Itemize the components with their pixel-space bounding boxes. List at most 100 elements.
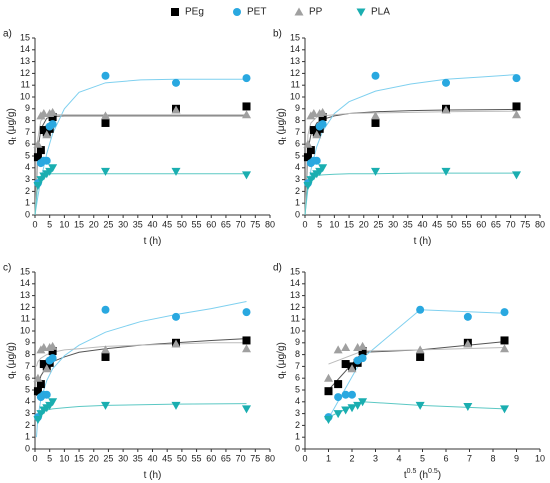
point: [101, 111, 110, 120]
y-tick-label: 11: [21, 314, 30, 324]
point: [101, 167, 110, 176]
point: [358, 354, 367, 363]
x-axis-label: t (h): [144, 236, 162, 247]
point: [347, 404, 357, 413]
point: [101, 345, 110, 354]
x-tick-label: 65: [491, 219, 501, 229]
x-tick-label: 35: [133, 453, 143, 463]
point: [348, 390, 356, 399]
y-tick-label: 15: [20, 32, 30, 42]
x-tick-label: 10: [535, 453, 545, 463]
point: [463, 403, 473, 412]
fit-line: [35, 338, 247, 396]
fit-line: [328, 341, 505, 391]
x-tick-label: 20: [89, 219, 99, 229]
y-tick-label: 8: [25, 349, 30, 359]
x-tick-label: 40: [147, 453, 157, 463]
x-tick-label: 80: [535, 219, 545, 229]
x-tick-label: 70: [506, 219, 516, 229]
x-tick-label: 40: [417, 219, 427, 229]
y-tick-label: 1: [25, 432, 30, 442]
x-tick-label: 30: [388, 219, 398, 229]
fit-line: [328, 309, 505, 419]
point: [341, 390, 350, 399]
point: [358, 341, 368, 350]
legend-label: PP: [309, 7, 323, 18]
point: [42, 156, 51, 165]
label-part: q: [276, 139, 287, 145]
y-tick-label: 10: [290, 325, 300, 335]
point: [512, 74, 521, 83]
point: [48, 113, 57, 122]
label-part: q: [276, 373, 287, 379]
y-tick-label: 5: [295, 384, 300, 394]
point: [303, 182, 313, 190]
x-tick-label: 0: [302, 453, 307, 463]
y-tick-label: 12: [290, 68, 300, 78]
y-axis-label: qt (μg/g): [276, 342, 289, 379]
y-tick-label: 14: [20, 44, 30, 54]
point: [371, 71, 380, 80]
x-tick-label: 15: [74, 453, 84, 463]
y-tick-label: 6: [295, 139, 300, 149]
point: [39, 109, 49, 118]
y-axis-label: qt (μg/g): [276, 108, 289, 145]
point: [334, 380, 343, 389]
x-tick-label: 50: [447, 219, 457, 229]
label-part: t (h): [414, 236, 432, 247]
fit-line: [36, 403, 247, 420]
point: [463, 312, 472, 321]
y-tick-label: 10: [290, 91, 300, 101]
point: [101, 352, 110, 361]
point: [171, 401, 181, 410]
x-tick-label: 5: [317, 219, 322, 229]
label-part: t: [281, 137, 288, 139]
x-tick-label: 2: [349, 453, 354, 463]
y-tick-label: 8: [295, 349, 300, 359]
y-tick-label: 0: [25, 443, 30, 453]
x-tick-label: 0: [302, 219, 307, 229]
y-tick-label: 2: [25, 186, 30, 196]
x-tick-label: 20: [89, 453, 99, 463]
legend-marker: [294, 7, 304, 16]
point: [242, 74, 251, 83]
x-tick-label: 35: [133, 219, 143, 229]
x-tick-label: 15: [344, 219, 354, 229]
y-tick-label: 7: [25, 127, 30, 137]
y-tick-label: 9: [295, 337, 300, 347]
point: [500, 344, 510, 353]
point: [48, 120, 57, 129]
y-tick-label: 3: [295, 408, 300, 418]
point: [318, 164, 328, 173]
y-tick-label: 2: [295, 420, 300, 430]
point: [101, 305, 110, 314]
point: [33, 153, 42, 162]
point: [371, 118, 380, 127]
x-tick-label: 45: [162, 453, 172, 463]
x-tick-label: 25: [103, 219, 113, 229]
y-tick-label: 11: [291, 314, 300, 324]
point: [341, 360, 350, 369]
point: [324, 387, 333, 396]
y-tick-label: 9: [25, 337, 30, 347]
x-tick-label: 10: [59, 219, 69, 229]
fit-line: [304, 108, 517, 216]
x-tick-label: 65: [221, 453, 231, 463]
x-tick-label: 25: [373, 219, 383, 229]
fit-line: [34, 114, 247, 216]
point: [242, 102, 251, 111]
point: [415, 345, 425, 354]
panel-label: a): [3, 29, 12, 40]
point: [324, 416, 333, 424]
point: [353, 401, 363, 410]
y-tick-label: 13: [20, 290, 30, 300]
x-tick-label: 45: [432, 219, 442, 229]
y-tick-label: 15: [20, 266, 30, 276]
y-tick-label: 6: [25, 373, 30, 383]
label-part: q: [6, 373, 17, 379]
point: [358, 347, 367, 356]
point: [303, 153, 312, 162]
legend-marker: [233, 8, 241, 16]
y-tick-label: 7: [295, 361, 300, 371]
point: [101, 118, 110, 127]
